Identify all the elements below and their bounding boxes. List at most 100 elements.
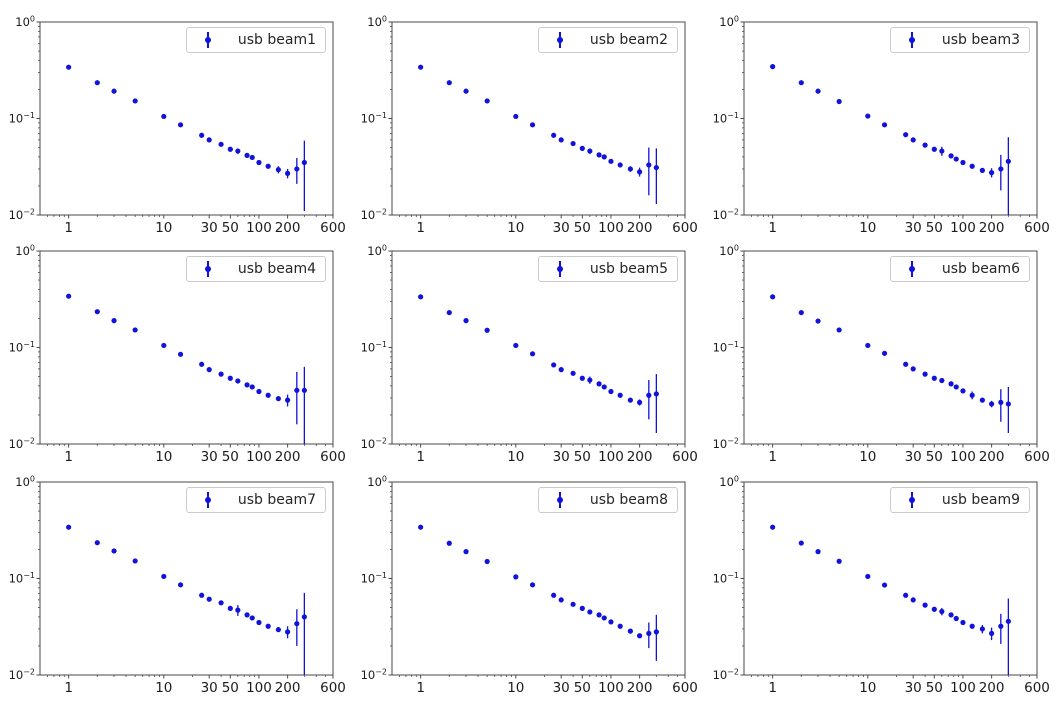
data-point xyxy=(636,399,643,405)
x-tick-label: 100 xyxy=(950,680,976,696)
data-point xyxy=(249,154,255,161)
errorbar-marker-icon xyxy=(200,491,216,509)
legend-label: usb beam9 xyxy=(941,492,1020,508)
data-point xyxy=(815,318,821,324)
y-tick-label: 10−1 xyxy=(9,111,35,126)
data-point xyxy=(646,162,652,168)
data-point xyxy=(596,381,602,387)
x-tick-label: 1 xyxy=(64,220,73,236)
data-point xyxy=(903,361,909,367)
data-point xyxy=(627,397,633,403)
x-tick-label: 200 xyxy=(275,220,301,236)
data-point xyxy=(132,98,138,104)
data-point xyxy=(446,540,452,546)
legend-label: usb beam5 xyxy=(589,261,668,277)
x-tick-label: 600 xyxy=(672,449,698,465)
data-point xyxy=(265,163,271,169)
data-point xyxy=(939,377,945,384)
legend-label: usb beam4 xyxy=(237,261,316,277)
data-point xyxy=(865,573,871,580)
y-tick-label: 100 xyxy=(719,475,739,490)
data-point xyxy=(551,132,557,138)
data-point xyxy=(636,633,643,639)
y-tick-label: 100 xyxy=(15,244,35,259)
data-point xyxy=(836,558,842,564)
x-tick-label: 10 xyxy=(155,220,172,236)
data-point xyxy=(249,384,255,390)
data-point xyxy=(446,80,452,86)
data-point xyxy=(199,361,205,367)
data-point xyxy=(418,294,424,300)
data-point xyxy=(256,619,262,626)
data-point xyxy=(284,629,291,635)
data-point xyxy=(579,375,585,381)
data-point xyxy=(513,342,519,349)
data-point xyxy=(770,64,776,70)
data-point xyxy=(265,392,271,398)
data-point xyxy=(931,146,937,152)
data-point xyxy=(953,384,959,390)
x-tick-label: 50 xyxy=(926,220,943,236)
y-tick-label: 10−2 xyxy=(9,668,35,683)
legend-beam6: usb beam6 xyxy=(889,256,1030,282)
y-tick-label: 10−1 xyxy=(9,340,35,355)
y-tick-label: 10−1 xyxy=(361,571,387,586)
x-tick-label: 100 xyxy=(598,680,624,696)
x-tick-label: 50 xyxy=(222,680,239,696)
data-point xyxy=(301,387,307,393)
data-point xyxy=(969,163,975,169)
x-tick-label: 1 xyxy=(416,220,425,236)
subplot-beam6: 1 10 30 50 100 200 600 100 10−1 10−2 usb beam6 xyxy=(704,229,1056,467)
x-tick-label: 50 xyxy=(574,220,591,236)
y-tick-label: 100 xyxy=(367,244,387,259)
x-tick-label: 10 xyxy=(507,220,524,236)
y-tick-label: 10−2 xyxy=(713,208,739,223)
data-point xyxy=(301,159,307,166)
data-point xyxy=(235,378,241,384)
data-point xyxy=(939,148,945,154)
data-point xyxy=(653,391,659,397)
legend-label: usb beam6 xyxy=(941,261,1020,277)
data-point xyxy=(939,608,945,615)
data-point xyxy=(988,170,995,176)
data-point xyxy=(608,388,614,395)
data-point xyxy=(218,600,224,606)
x-tick-label: 30 xyxy=(905,220,922,236)
data-point xyxy=(227,146,233,152)
x-tick-label: 100 xyxy=(950,220,976,236)
data-point xyxy=(636,169,643,175)
data-point xyxy=(627,166,633,172)
data-point xyxy=(265,623,271,629)
data-point xyxy=(558,137,564,143)
x-tick-label: 10 xyxy=(859,680,876,696)
y-tick-label: 100 xyxy=(719,244,739,259)
y-tick-label: 100 xyxy=(367,15,387,30)
data-point xyxy=(979,397,985,403)
data-point xyxy=(979,626,985,632)
data-point xyxy=(601,615,607,621)
data-point xyxy=(177,122,184,128)
legend-label: usb beam2 xyxy=(589,32,668,48)
data-point xyxy=(910,366,916,372)
data-point xyxy=(484,327,490,333)
data-point xyxy=(960,159,966,166)
data-point xyxy=(617,162,623,168)
data-point xyxy=(948,153,954,159)
data-point xyxy=(161,573,167,580)
data-point xyxy=(206,137,212,143)
y-tick-label: 10−1 xyxy=(9,571,35,586)
x-tick-label: 1 xyxy=(416,449,425,465)
data-point xyxy=(931,375,937,381)
data-point xyxy=(1005,618,1011,624)
subplot-beam7: 1 10 30 50 100 200 600 100 10−1 10−2 usb beam7 xyxy=(0,460,352,698)
data-point xyxy=(601,154,607,160)
x-tick-label: 50 xyxy=(222,220,239,236)
data-point xyxy=(301,614,307,620)
x-tick-label: 200 xyxy=(979,220,1005,236)
data-point xyxy=(979,167,985,173)
subplot-beam4: 1 10 30 50 100 200 600 100 10−1 10−2 usb beam4 xyxy=(0,229,352,467)
data-point xyxy=(596,152,602,158)
